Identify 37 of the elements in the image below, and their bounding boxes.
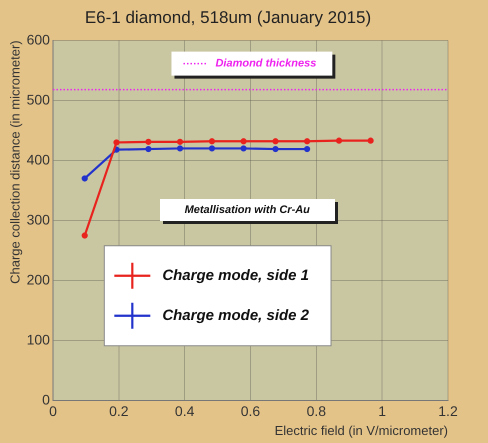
point bbox=[113, 139, 120, 146]
x-axis-title: Electric field (in V/micrometer) bbox=[274, 422, 448, 438]
y-tick-label: 400 bbox=[26, 151, 50, 168]
point bbox=[368, 138, 374, 144]
y-tick-label: 100 bbox=[26, 331, 50, 348]
point bbox=[208, 138, 216, 144]
point bbox=[304, 146, 310, 152]
point bbox=[336, 138, 342, 144]
point bbox=[240, 138, 247, 144]
x-tick-label: 0.2 bbox=[109, 402, 129, 419]
point bbox=[272, 146, 279, 152]
point bbox=[176, 138, 184, 145]
point bbox=[208, 145, 216, 152]
y-tick-label: 200 bbox=[26, 271, 50, 288]
y-tick-label: 600 bbox=[26, 31, 50, 48]
point bbox=[304, 138, 310, 144]
note-box: Metallisation with Cr-Au bbox=[160, 198, 335, 221]
x-tick-label: 0.4 bbox=[174, 402, 195, 419]
legend-label: Charge mode, side 1 bbox=[162, 266, 310, 284]
point bbox=[176, 145, 184, 152]
point bbox=[145, 138, 152, 145]
point bbox=[82, 175, 88, 182]
x-tick-label: 1 bbox=[378, 402, 386, 419]
point bbox=[82, 232, 88, 239]
point bbox=[240, 145, 247, 152]
legend-label: Diamond thickness bbox=[215, 58, 316, 70]
y-tick-label: 0 bbox=[42, 391, 50, 408]
y-tick-label: 300 bbox=[26, 211, 50, 228]
x-tick-label: 0.8 bbox=[306, 402, 326, 419]
point bbox=[145, 146, 152, 152]
point bbox=[272, 138, 279, 144]
y-axis-title: Charge collection distance (in micrometer) bbox=[7, 40, 22, 284]
x-tick-label: 1.2 bbox=[438, 402, 458, 419]
chart-title: E6-1 diamond, 518um (January 2015) bbox=[84, 8, 372, 27]
legend-label: Charge mode, side 2 bbox=[162, 306, 310, 324]
y-tick-label: 500 bbox=[26, 91, 50, 108]
x-tick-label: 0.6 bbox=[240, 402, 260, 419]
